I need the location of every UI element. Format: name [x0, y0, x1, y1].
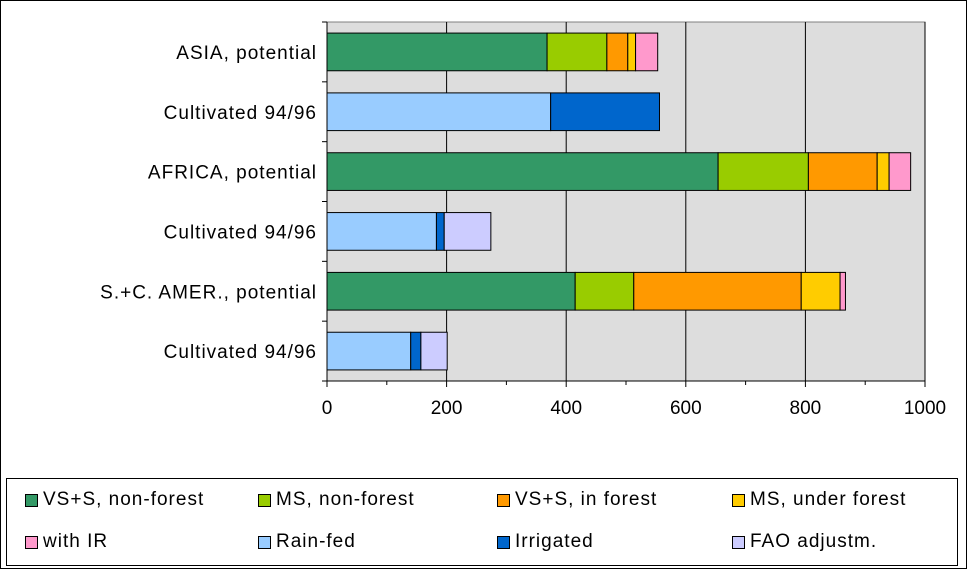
- bar-segment: [635, 32, 659, 72]
- bar-segment: [326, 212, 437, 251]
- legend-swatch: [25, 493, 38, 507]
- legend-swatch: [732, 535, 745, 549]
- bar-segment: [627, 32, 637, 72]
- legend-item-ms-non-forest: MS, non-forest: [258, 487, 415, 513]
- legend-item-irrigated: Irrigated: [497, 529, 594, 555]
- legend-item-fao-adjustm: FAO adjustm.: [732, 529, 877, 555]
- legend-item-with-ir: with IR: [25, 529, 108, 555]
- bar-segment: [326, 32, 548, 72]
- bar-segment: [888, 152, 912, 191]
- legend-swatch: [258, 535, 271, 549]
- bar-segment: [633, 271, 802, 311]
- bar-segment: [574, 271, 635, 311]
- legend-swatch: [497, 493, 510, 507]
- legend-label: FAO adjustm.: [750, 531, 878, 552]
- legend-label: MS, under forest: [750, 489, 907, 510]
- bar-segment: [839, 271, 846, 311]
- category-label: Cultivated 94/96: [164, 222, 317, 243]
- x-tick-label: 600: [670, 398, 702, 419]
- bar-segment: [443, 212, 492, 251]
- bar-segment: [420, 331, 448, 371]
- x-tick-label: 0: [322, 398, 333, 419]
- bar-segment: [717, 152, 809, 191]
- category-label: ASIA, potential: [176, 43, 317, 64]
- legend-label: VS+S, non-forest: [43, 489, 205, 510]
- category-label: AFRICA, potential: [148, 163, 317, 184]
- legend-label: MS, non-forest: [276, 489, 415, 510]
- legend-swatch: [497, 535, 510, 549]
- legend-label: VS+S, in forest: [515, 489, 658, 510]
- bar-segment: [546, 32, 608, 72]
- bar-segment: [876, 152, 890, 191]
- category-label: S.+C. AMER., potential: [100, 282, 317, 303]
- legend-label: Rain-fed: [276, 531, 356, 552]
- x-tick-label: 200: [431, 398, 463, 419]
- legend-label: Irrigated: [515, 531, 594, 552]
- legend-item-vs-s-in-forest: VS+S, in forest: [497, 487, 657, 513]
- category-label: Cultivated 94/96: [164, 342, 317, 363]
- bar-segment: [410, 331, 422, 371]
- legend-swatch: [258, 493, 271, 507]
- bar-segment: [550, 92, 660, 132]
- legend-label: with IR: [43, 531, 109, 552]
- bar-segment: [800, 271, 841, 311]
- plot-area: [326, 21, 926, 382]
- legend-item-ms-under-forest: MS, under forest: [732, 487, 906, 513]
- x-tick-label: 1000: [904, 398, 946, 419]
- x-tick-label: 800: [790, 398, 822, 419]
- chart-legend: VS+S, non-forest MS, non-forest VS+S, in…: [6, 478, 958, 566]
- bar-segment: [606, 32, 629, 72]
- x-tick-label: 400: [550, 398, 582, 419]
- legend-swatch: [732, 493, 745, 507]
- bar-segment: [326, 92, 552, 132]
- bar-segment: [807, 152, 878, 191]
- bar-segment: [326, 152, 719, 191]
- legend-swatch: [25, 535, 38, 549]
- stacked-bar-chart: ASIA, potential Cultivated 94/96 AFRICA, p…: [100, 21, 946, 419]
- bar-segment: [435, 212, 445, 251]
- legend-item-rain-fed: Rain-fed: [258, 529, 356, 555]
- bar-segment: [326, 331, 412, 371]
- legend-item-vs-s-non-forest: VS+S, non-forest: [25, 487, 204, 513]
- category-label: Cultivated 94/96: [164, 103, 317, 124]
- bar-segment: [326, 271, 576, 311]
